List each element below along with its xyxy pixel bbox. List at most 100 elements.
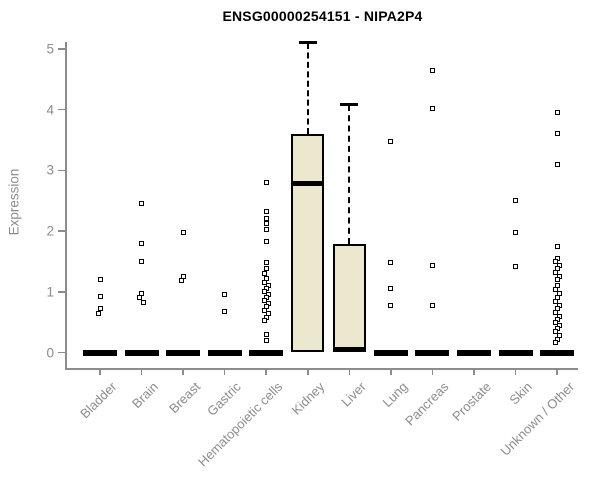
- outlier-point: [554, 277, 560, 283]
- y-tick-mark: [58, 291, 65, 293]
- median-line: [291, 181, 325, 187]
- x-tick-mark: [556, 368, 558, 375]
- whisker-cap: [298, 41, 317, 45]
- x-tick-mark: [265, 368, 267, 375]
- zero-bar-breast: [166, 349, 201, 356]
- outlier-point: [554, 110, 560, 116]
- y-tick-mark: [58, 351, 65, 354]
- zero-bar-bladder: [83, 349, 117, 356]
- x-tick-mark: [182, 368, 184, 375]
- outlier-point: [139, 201, 145, 207]
- outlier-point: [261, 280, 267, 286]
- outlier-point: [263, 238, 269, 244]
- x-tick-mark: [140, 368, 143, 375]
- y-tick-label: 5: [46, 41, 54, 57]
- outlier-point: [139, 240, 145, 246]
- outlier-point: [554, 161, 560, 167]
- y-tick-label: 4: [46, 102, 54, 118]
- outlier-point: [552, 319, 558, 325]
- y-tick-label: 0: [46, 345, 54, 360]
- outlier-point: [263, 208, 269, 214]
- zero-bar-lung: [373, 349, 408, 356]
- zero-bar-prostate: [456, 349, 491, 356]
- outlier-point: [222, 292, 228, 298]
- outlier-point: [429, 67, 435, 73]
- y-tick-label: 3: [46, 162, 54, 178]
- outlier-point: [513, 263, 518, 269]
- x-category-label: Liver: [338, 379, 369, 410]
- outlier-point: [263, 216, 269, 222]
- outlier-point: [429, 302, 435, 308]
- y-axis-line: [65, 42, 67, 368]
- outlier-point: [552, 258, 558, 264]
- outlier-point: [139, 290, 145, 296]
- x-axis-line: [65, 368, 578, 370]
- outlier-point: [552, 287, 558, 293]
- outlier-point: [97, 294, 103, 300]
- zero-bar-brain: [124, 349, 159, 356]
- x-category-label: Breast: [165, 379, 203, 417]
- outlier-point: [97, 277, 103, 283]
- outlier-point: [388, 260, 394, 266]
- outlier-point: [263, 180, 269, 186]
- outlier-point: [261, 298, 267, 304]
- x-tick-mark: [514, 368, 517, 375]
- box-kidney: [291, 133, 325, 353]
- x-category-label: Lung: [379, 379, 411, 411]
- whisker-cap: [340, 103, 359, 107]
- outlier-point: [552, 339, 558, 345]
- x-tick-mark: [390, 368, 392, 375]
- x-category-label: Pancreas: [402, 379, 453, 429]
- zero-bar-skin: [498, 349, 533, 356]
- outlier-point: [178, 278, 184, 284]
- outlier-point: [388, 286, 394, 292]
- outlier-point: [261, 318, 267, 324]
- outlier-point: [513, 230, 518, 236]
- x-category-label: Kidney: [288, 379, 328, 418]
- outlier-point: [222, 308, 228, 314]
- outlier-point: [263, 221, 269, 227]
- box-liver: [332, 244, 366, 353]
- outlier-point: [261, 307, 267, 313]
- upper-whisker: [348, 104, 351, 245]
- x-tick-mark: [99, 368, 101, 375]
- outlier-point: [263, 260, 269, 266]
- zero-bar-gastric: [207, 349, 242, 356]
- x-tick-mark: [307, 368, 309, 375]
- upper-whisker: [306, 42, 309, 134]
- x-category-label: Skin: [506, 379, 536, 408]
- median-line: [332, 347, 366, 352]
- outlier-point: [139, 258, 145, 264]
- y-tick-mark: [58, 169, 65, 172]
- outlier-point: [429, 105, 435, 111]
- x-tick-mark: [223, 368, 226, 375]
- zero-bar-hematopoietic-cells: [249, 349, 284, 356]
- outlier-point: [261, 271, 267, 277]
- x-category-label: Unknown / Other: [497, 379, 577, 459]
- outlier-point: [429, 263, 435, 269]
- y-tick-label: 1: [46, 284, 54, 300]
- outlier-point: [263, 226, 269, 232]
- y-tick-mark: [58, 108, 65, 111]
- outlier-point: [263, 337, 269, 343]
- outlier-point: [513, 198, 518, 204]
- x-category-label: Brain: [129, 379, 162, 412]
- x-tick-mark: [473, 368, 475, 375]
- chart-title: ENSG00000254151 - NIPA2P4: [222, 8, 423, 24]
- outlier-point: [261, 289, 267, 295]
- outlier-point: [137, 295, 143, 301]
- x-tick-mark: [348, 368, 351, 375]
- outlier-point: [180, 230, 186, 236]
- outlier-point: [388, 138, 394, 144]
- y-tick-mark: [58, 230, 65, 232]
- outlier-point: [263, 266, 269, 272]
- outlier-point: [552, 269, 558, 275]
- y-tick-mark: [58, 48, 65, 50]
- outlier-point: [263, 331, 269, 337]
- outlier-point: [141, 299, 147, 305]
- outlier-point: [554, 243, 560, 249]
- outlier-point: [554, 131, 560, 137]
- x-tick-mark: [431, 368, 434, 375]
